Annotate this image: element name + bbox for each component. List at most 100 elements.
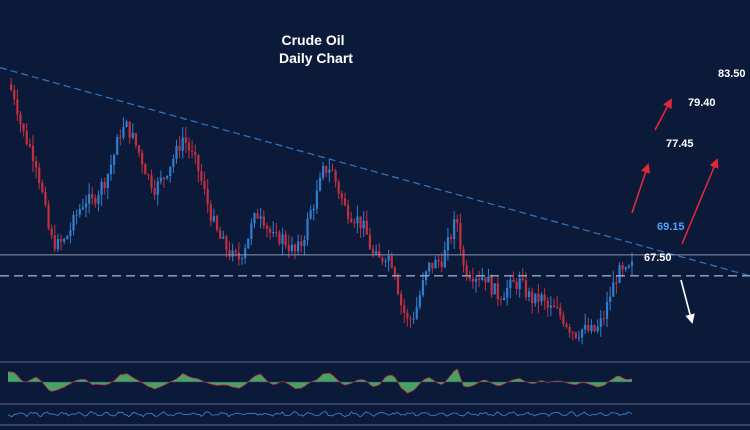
candle-body bbox=[537, 293, 540, 302]
candle-body bbox=[219, 230, 222, 239]
candle-body bbox=[375, 251, 378, 254]
candle bbox=[580, 328, 584, 345]
candle bbox=[359, 216, 362, 238]
candle-body bbox=[524, 279, 528, 298]
candle-body bbox=[59, 239, 63, 242]
candle bbox=[465, 260, 468, 281]
candle-body bbox=[559, 307, 562, 316]
candle-body bbox=[190, 150, 194, 152]
candle-body bbox=[409, 318, 412, 320]
candle bbox=[197, 154, 200, 183]
candle bbox=[424, 270, 428, 286]
candle-body bbox=[621, 265, 624, 270]
candle-body bbox=[256, 213, 259, 219]
candle-body bbox=[303, 239, 306, 246]
candle-body bbox=[66, 235, 69, 240]
candle-body bbox=[253, 213, 256, 224]
candle-body bbox=[184, 137, 187, 143]
candle-body bbox=[116, 137, 119, 155]
candle bbox=[481, 267, 484, 281]
candle bbox=[337, 179, 340, 200]
candle-body bbox=[459, 222, 462, 250]
candle bbox=[75, 209, 78, 225]
candle-body bbox=[556, 307, 559, 309]
candle-body bbox=[228, 249, 231, 257]
candle bbox=[290, 236, 294, 255]
candle bbox=[630, 252, 634, 275]
candle bbox=[215, 214, 219, 233]
candle bbox=[449, 233, 453, 244]
candle-body bbox=[231, 250, 234, 257]
candle bbox=[524, 272, 528, 301]
candle bbox=[106, 173, 109, 200]
candle-body bbox=[203, 180, 206, 190]
candle bbox=[240, 256, 244, 265]
candle bbox=[599, 310, 602, 337]
candle-body bbox=[78, 209, 81, 215]
candle-body bbox=[234, 250, 237, 253]
candle-body bbox=[484, 277, 487, 283]
candle-body bbox=[343, 198, 347, 206]
candle bbox=[219, 226, 222, 239]
candle-body bbox=[562, 315, 565, 324]
candle bbox=[209, 200, 212, 227]
candle bbox=[571, 331, 574, 341]
candle bbox=[41, 179, 44, 194]
candle-body bbox=[627, 265, 630, 268]
candle bbox=[456, 214, 459, 232]
candle bbox=[141, 149, 144, 174]
candle bbox=[268, 226, 272, 240]
chart-title-line-2: Daily Chart bbox=[279, 50, 353, 66]
candle bbox=[112, 153, 116, 174]
candle bbox=[56, 233, 60, 252]
candle bbox=[487, 268, 490, 283]
candle-body bbox=[181, 137, 184, 151]
candle bbox=[94, 194, 97, 208]
candle-body bbox=[187, 142, 191, 151]
candle bbox=[378, 243, 381, 258]
candle-body bbox=[587, 324, 590, 332]
candle bbox=[415, 297, 418, 321]
candle-body bbox=[387, 255, 390, 261]
candle-body bbox=[612, 282, 615, 297]
candle bbox=[262, 210, 265, 229]
candle-body bbox=[200, 171, 203, 181]
candle bbox=[225, 234, 228, 258]
candle-body bbox=[13, 89, 16, 100]
candle bbox=[297, 234, 300, 256]
candle-body bbox=[268, 228, 272, 233]
candle-body bbox=[19, 114, 22, 124]
candle-body bbox=[437, 259, 440, 262]
candle-body bbox=[605, 302, 609, 319]
candle bbox=[568, 323, 571, 338]
candle bbox=[428, 261, 431, 276]
candle-body bbox=[122, 126, 125, 138]
candle bbox=[577, 330, 581, 342]
candle-body bbox=[465, 265, 468, 277]
candle bbox=[144, 162, 147, 175]
candle bbox=[615, 275, 618, 294]
candle bbox=[203, 171, 206, 195]
candle-body bbox=[240, 258, 244, 260]
candle bbox=[325, 165, 328, 177]
forecast-arrow bbox=[681, 158, 719, 245]
candle-body bbox=[225, 236, 228, 250]
candle bbox=[78, 204, 81, 218]
candle bbox=[340, 190, 343, 206]
candle bbox=[609, 286, 612, 311]
candle bbox=[300, 235, 303, 253]
candle-body bbox=[456, 219, 459, 223]
candle bbox=[506, 279, 509, 306]
candle bbox=[178, 135, 181, 159]
candle-body bbox=[365, 220, 368, 235]
candle bbox=[228, 241, 231, 261]
candle-body bbox=[400, 294, 403, 306]
candle bbox=[66, 234, 69, 240]
candle bbox=[512, 271, 515, 283]
candle-body bbox=[265, 225, 269, 229]
candle-body bbox=[334, 170, 337, 182]
candle-body bbox=[100, 181, 103, 196]
candle bbox=[565, 322, 568, 329]
candle bbox=[222, 230, 225, 240]
